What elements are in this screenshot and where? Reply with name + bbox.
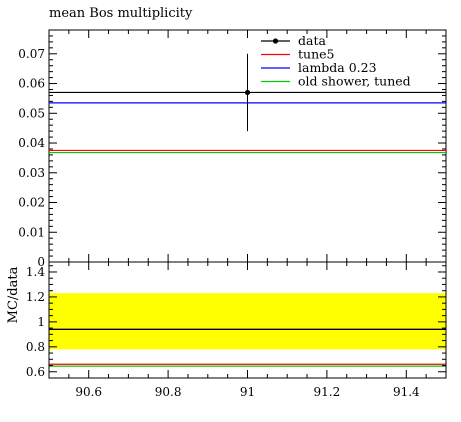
- ratio-plot-panel: 0.6 0.8 1 1.2 1.4 90.6 90.8 91 91.2 91.4 MC/data: [6, 261, 447, 399]
- x-tick-label: 91: [240, 385, 255, 399]
- ratio-x-axis: 90.6 90.8 91 91.2 91.4: [68, 262, 427, 399]
- legend-marker-data: [272, 38, 279, 44]
- ratio-y-tick-label: 1: [37, 315, 45, 329]
- main-y-tick-label: 0.07: [18, 47, 45, 61]
- main-y-tick-label: 0.05: [18, 106, 45, 120]
- main-x-axis-ticks: [68, 30, 427, 262]
- x-tick-label: 90.8: [155, 385, 182, 399]
- ratio-uncertainty-band: [49, 293, 446, 350]
- ratio-y-tick-label: 1.4: [26, 265, 45, 279]
- legend-label-lambda-0-23: lambda 0.23: [298, 60, 377, 75]
- data-point-marker: [244, 89, 251, 96]
- legend-label-data: data: [298, 33, 326, 48]
- legend-label-old-shower-tuned: old shower, tuned: [298, 74, 411, 89]
- main-y-tick-label: 0.02: [18, 196, 45, 210]
- legend-label-tune5: tune5: [298, 47, 334, 62]
- ratio-uncertainty-band-group: [49, 293, 446, 350]
- ratio-y-axis: 0.6 0.8 1 1.2 1.4: [26, 265, 446, 379]
- main-y-tick-label: 0.06: [18, 77, 45, 91]
- ratio-y-tick-label: 0.8: [26, 340, 45, 354]
- ratio-series-group: [49, 328, 446, 367]
- ratio-y-tick-label: 1.2: [26, 290, 45, 304]
- chart-title: mean Bos multiplicity: [49, 6, 193, 21]
- main-y-tick-label: 0.04: [18, 136, 45, 150]
- x-tick-label: 91.2: [314, 385, 341, 399]
- ratio-y-axis-label: MC/data: [6, 266, 21, 323]
- data-point-group: [244, 53, 251, 132]
- main-plot-panel: 0 0.01 0.02 0.03 0.04 0.05 0.06 0.07 datatune5l…: [18, 29, 447, 269]
- main-y-tick-label: 0.03: [18, 166, 45, 180]
- main-y-tick-label: 0: [37, 255, 45, 269]
- main-y-tick-label: 0.01: [18, 225, 45, 239]
- x-tick-label: 91.4: [393, 385, 420, 399]
- ratio-y-tick-label: 0.6: [26, 365, 45, 379]
- main-y-axis: 0 0.01 0.02 0.03 0.04 0.05 0.06 0.07: [18, 35, 446, 269]
- x-tick-label: 90.6: [75, 385, 102, 399]
